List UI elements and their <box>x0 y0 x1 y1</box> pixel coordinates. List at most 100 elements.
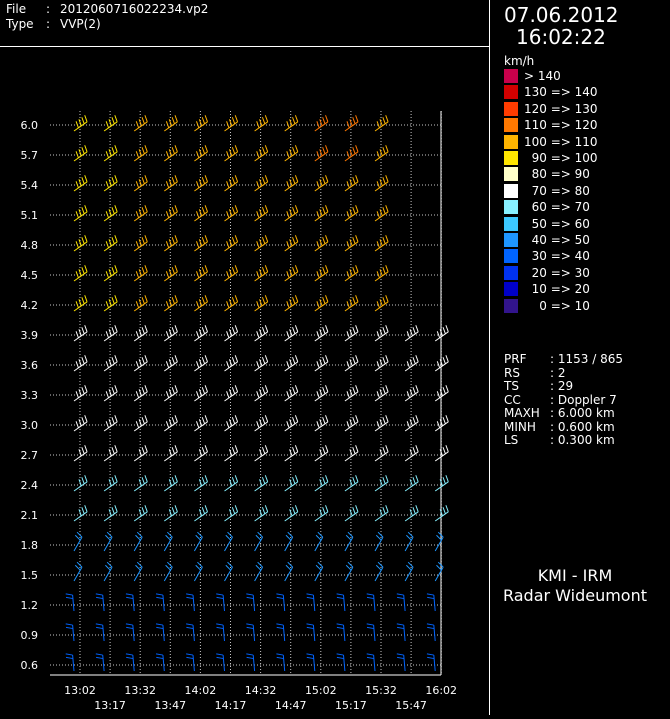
wind-barb <box>426 653 436 672</box>
legend-swatch <box>504 85 518 100</box>
wind-barb <box>133 265 148 282</box>
wind-barb <box>133 561 143 582</box>
wind-barb <box>306 593 316 612</box>
param-value: : 2 <box>550 365 566 380</box>
wind-barb <box>133 295 148 312</box>
wind-barb <box>344 475 359 492</box>
wind-barb <box>133 445 148 462</box>
param-key: PRF <box>504 352 527 366</box>
param-value: : 6.000 km <box>550 406 615 420</box>
param-row: MAXH : 6.000 km <box>504 406 615 420</box>
x-tick-label: 13:47 <box>154 699 186 712</box>
legend-swatch <box>504 216 518 231</box>
y-tick-label: 4.5 <box>21 269 39 282</box>
wind-barb <box>216 593 225 612</box>
wind-barb <box>404 355 419 372</box>
wind-barb <box>254 295 269 312</box>
wind-barb <box>284 415 299 432</box>
wind-barb <box>344 355 359 372</box>
wind-barb <box>164 235 178 252</box>
param-key: MAXH <box>504 406 540 420</box>
wind-barb <box>164 475 178 492</box>
wind-barb <box>163 531 173 552</box>
wind-barb <box>133 325 148 342</box>
y-tick-label: 1.8 <box>21 539 39 552</box>
wind-barb <box>254 505 269 522</box>
wind-barb <box>73 475 88 492</box>
wind-barb <box>133 355 148 372</box>
info-panel: 07.06.2012 16:02:22 km/h > 140 130 => 140… <box>490 0 670 715</box>
wind-barb <box>396 623 406 642</box>
x-tick-label: 15:02 <box>305 684 337 697</box>
legend-item: 70 => 80 <box>504 183 664 198</box>
wind-barb <box>133 205 148 222</box>
x-tick-label: 14:32 <box>245 684 277 697</box>
y-tick-label: 0.9 <box>21 629 39 642</box>
wind-barb <box>344 175 359 192</box>
wind-barb <box>284 561 294 582</box>
param-key: RS <box>504 365 520 380</box>
wind-barb <box>374 385 389 402</box>
wind-barb <box>224 265 239 282</box>
wind-barb <box>374 325 389 342</box>
wind-barb <box>404 505 419 522</box>
wind-barb <box>434 325 449 342</box>
wind-barb <box>216 653 225 672</box>
scan-time: 16:02:22 <box>516 25 606 49</box>
wind-barb <box>186 653 195 672</box>
wind-barb <box>133 505 148 522</box>
param-value: : 29 <box>550 379 574 393</box>
wind-barb <box>103 175 118 192</box>
param-key: LS <box>504 433 519 447</box>
y-tick-label: 4.2 <box>21 299 39 312</box>
wind-barb <box>306 623 316 642</box>
x-tick-label: 15:47 <box>395 699 427 712</box>
wind-barb <box>374 265 389 282</box>
wind-barb <box>194 235 208 252</box>
wind-barb <box>374 205 389 222</box>
wind-barb <box>314 325 329 342</box>
wind-barb <box>404 475 419 492</box>
wind-barb <box>374 505 389 522</box>
wind-barb <box>344 505 359 522</box>
wind-barb <box>336 623 346 642</box>
wind-barb <box>194 265 208 282</box>
wind-barb <box>73 561 83 582</box>
wind-barb <box>164 505 178 522</box>
wind-barb <box>164 445 178 462</box>
wind-barb <box>73 415 88 432</box>
wind-barb <box>133 385 148 402</box>
wind-barb <box>224 385 239 402</box>
legend-label: 90 => 100 <box>524 151 598 165</box>
wind-barb <box>73 295 88 312</box>
wind-barb <box>194 385 208 402</box>
wind-barb <box>284 295 299 312</box>
wind-barb <box>224 355 239 372</box>
wind-barb <box>336 653 346 672</box>
wind-barb <box>434 475 449 492</box>
wind-barb <box>374 561 384 582</box>
wind-barb <box>194 205 208 222</box>
wind-barb <box>73 325 88 342</box>
wind-barb <box>103 205 118 222</box>
header-divider <box>0 46 489 47</box>
wind-barb <box>164 325 178 342</box>
legend-item: 50 => 60 <box>504 216 664 231</box>
wind-barb <box>314 235 329 252</box>
wind-barb <box>254 561 264 582</box>
legend-item: 110 => 120 <box>504 118 664 133</box>
wind-barb <box>194 505 208 522</box>
y-tick-label: 4.8 <box>21 239 39 252</box>
wind-barb <box>284 235 299 252</box>
y-tick-label: 5.7 <box>21 149 39 162</box>
legend-label: 110 => 120 <box>524 118 598 133</box>
wind-barb <box>284 145 299 162</box>
wind-barb <box>374 175 389 192</box>
legend-swatch <box>504 298 518 313</box>
wind-barb <box>344 145 359 162</box>
wind-barb <box>164 175 178 192</box>
param-value: : 0.600 km <box>550 419 615 434</box>
wind-barb <box>366 593 376 612</box>
wind-barb <box>434 561 444 582</box>
wind-barb <box>344 115 359 132</box>
